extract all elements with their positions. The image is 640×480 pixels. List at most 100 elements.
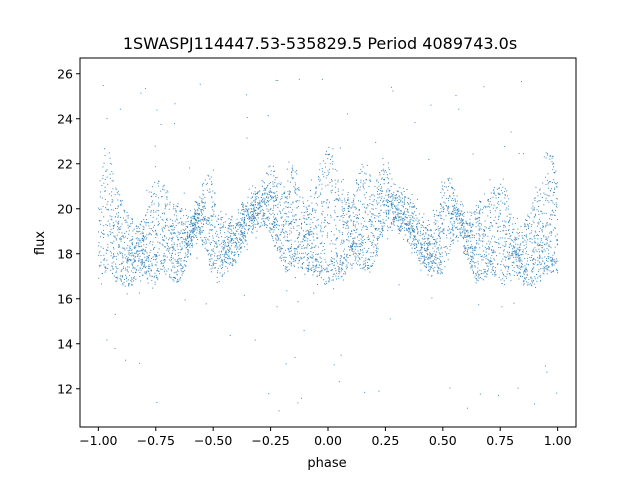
- data-point: [373, 225, 375, 227]
- data-point: [176, 235, 178, 237]
- data-point: [527, 282, 529, 284]
- data-point: [162, 265, 164, 267]
- data-point: [253, 206, 255, 208]
- data-point: [412, 241, 414, 243]
- data-point: [183, 241, 185, 243]
- data-point: [180, 277, 182, 279]
- data-point: [142, 232, 144, 234]
- data-point: [317, 253, 319, 255]
- data-point: [212, 201, 214, 203]
- data-point: [171, 277, 173, 279]
- data-point: [452, 235, 454, 237]
- data-point: [456, 212, 458, 214]
- data-point: [425, 233, 427, 235]
- data-point: [202, 206, 204, 208]
- data-point: [326, 221, 328, 223]
- data-point: [545, 183, 547, 185]
- data-point: [329, 222, 331, 224]
- data-point: [303, 235, 305, 237]
- data-point: [157, 252, 159, 254]
- data-point: [519, 261, 521, 263]
- data-point: [393, 183, 395, 185]
- data-point: [277, 224, 279, 226]
- data-point: [209, 222, 211, 224]
- data-point: [242, 242, 244, 244]
- data-point: [439, 268, 441, 270]
- data-point: [110, 255, 112, 257]
- data-point: [203, 237, 205, 239]
- data-point: [412, 219, 414, 221]
- data-point: [512, 253, 514, 255]
- data-point: [548, 244, 550, 246]
- data-point: [179, 252, 181, 254]
- data-point: [131, 252, 133, 254]
- data-point: [172, 224, 174, 226]
- data-point: [284, 235, 286, 237]
- data-point: [384, 222, 386, 224]
- data-point: [520, 243, 522, 245]
- data-point: [309, 223, 311, 225]
- data-point: [126, 247, 128, 249]
- data-point: [498, 216, 500, 218]
- data-point: [353, 242, 355, 244]
- data-point: [325, 281, 327, 283]
- data-point: [452, 193, 454, 194]
- data-point: [131, 243, 133, 245]
- data-point: [166, 218, 168, 220]
- data-point: [523, 283, 525, 285]
- data-point: [525, 241, 527, 243]
- data-point: [477, 221, 479, 223]
- data-point: [324, 249, 326, 251]
- data-point: [483, 268, 485, 270]
- data-point: [100, 208, 102, 210]
- data-point: [546, 222, 548, 224]
- data-point: [378, 193, 380, 195]
- data-point: [177, 255, 179, 257]
- data-point: [224, 253, 226, 255]
- data-point: [504, 226, 506, 228]
- data-point: [132, 267, 134, 269]
- data-point: [515, 253, 517, 255]
- data-point: [372, 255, 374, 257]
- data-point: [116, 278, 118, 280]
- data-point: [429, 230, 431, 232]
- data-point: [497, 197, 499, 199]
- data-point: [539, 244, 541, 246]
- data-point: [309, 245, 311, 246]
- data-point: [141, 263, 143, 265]
- data-point: [394, 216, 396, 218]
- data-point: [121, 247, 123, 249]
- data-point: [445, 205, 447, 206]
- data-point: [198, 218, 200, 220]
- data-point: [255, 223, 257, 225]
- data-point: [186, 245, 188, 247]
- data-point: [133, 261, 135, 263]
- data-point: [469, 211, 471, 213]
- data-point: [381, 225, 383, 227]
- data-point: [188, 223, 190, 225]
- data-point: [123, 267, 125, 269]
- data-point: [554, 214, 556, 216]
- data-point: [399, 216, 401, 218]
- data-point: [182, 232, 184, 234]
- data-point: [458, 209, 460, 211]
- data-point: [224, 254, 226, 256]
- data-point: [155, 194, 157, 196]
- data-point: [392, 196, 394, 198]
- data-point: [409, 230, 411, 232]
- data-point: [385, 194, 387, 196]
- data-point: [142, 275, 144, 277]
- data-point: [177, 279, 179, 281]
- data-point: [511, 265, 513, 267]
- data-point: [220, 227, 222, 229]
- data-point: [516, 237, 518, 239]
- data-point: [336, 237, 338, 239]
- data-point: [130, 260, 132, 262]
- data-point: [266, 218, 268, 220]
- data-point: [106, 225, 108, 227]
- data-point: [220, 254, 222, 256]
- data-point: [338, 267, 340, 269]
- data-point: [365, 228, 367, 230]
- data-point: [448, 211, 450, 213]
- data-point: [313, 197, 315, 199]
